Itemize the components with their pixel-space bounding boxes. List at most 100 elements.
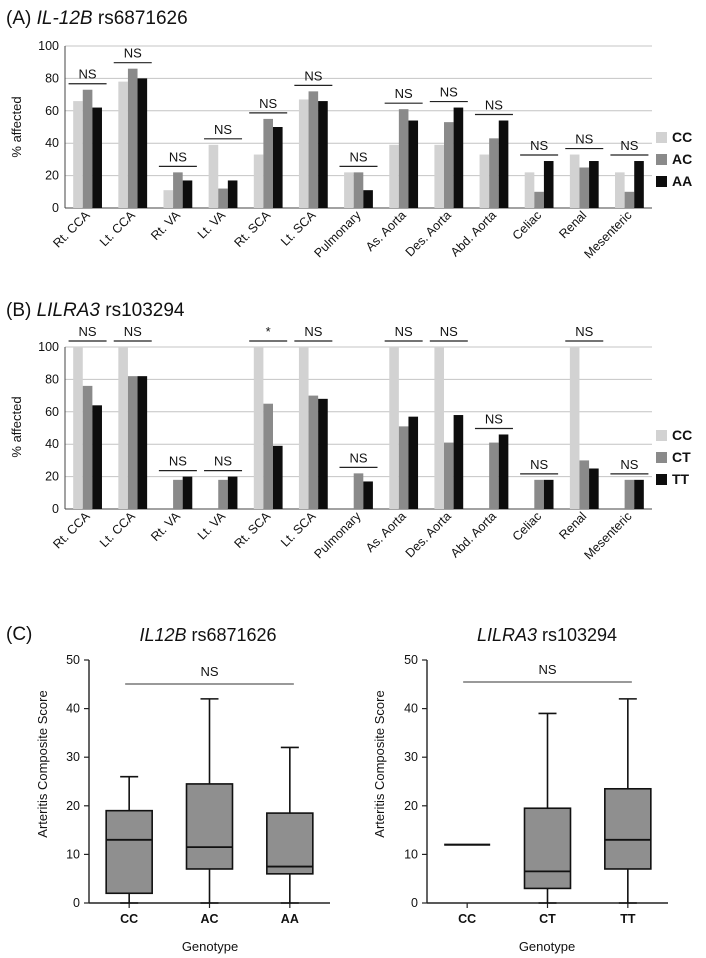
x-tick-label: CT bbox=[539, 912, 556, 926]
legend-swatch-cc bbox=[656, 430, 667, 441]
bar-celiac-ac bbox=[534, 191, 544, 208]
legend-label: CC bbox=[672, 427, 692, 443]
category-label: Des. Aorta bbox=[403, 208, 454, 259]
category-label: Lt. SCA bbox=[278, 208, 319, 249]
category-label: Des. Aorta bbox=[403, 509, 454, 560]
significance-label: NS bbox=[214, 454, 232, 469]
significance-label: NS bbox=[304, 324, 322, 339]
bar-lt-va-tt bbox=[227, 476, 238, 509]
category-label: Celiac bbox=[510, 509, 544, 543]
bar-rt-cca-cc bbox=[73, 347, 83, 509]
bar-rt-va-tt bbox=[182, 476, 193, 509]
bar-pulmonary-ct bbox=[353, 473, 364, 509]
bar-mesenteric-cc bbox=[615, 172, 625, 208]
significance-label: NS bbox=[169, 454, 187, 469]
bar-rt-va-ct bbox=[173, 479, 183, 509]
significance-label: NS bbox=[124, 46, 142, 61]
bar-as-aorta-aa bbox=[408, 120, 419, 208]
bar-abd-aorta-tt bbox=[498, 434, 509, 509]
y-tick-label: 30 bbox=[66, 750, 80, 764]
panel-c-right-title: LILRA3 rs103294 bbox=[477, 625, 617, 645]
category-label: Lt. CCA bbox=[97, 509, 138, 550]
legend-label: CC bbox=[672, 129, 692, 145]
category-label: Abd. Aorta bbox=[448, 208, 499, 259]
bar-pulmonary-ac bbox=[353, 172, 364, 208]
significance-label: NS bbox=[349, 450, 367, 465]
bar-des-aorta-ct bbox=[444, 442, 454, 509]
bar-renal-ct bbox=[579, 460, 590, 509]
category-label: Rt. SCA bbox=[231, 509, 273, 551]
category-label: As. Aorta bbox=[363, 509, 409, 555]
panel-b-title: (B) LILRA3 rs103294 bbox=[6, 300, 185, 321]
y-tick-label: 50 bbox=[404, 653, 418, 667]
x-tick-label: CC bbox=[458, 912, 476, 926]
bar-renal-cc bbox=[569, 347, 580, 509]
y-tick-label: 20 bbox=[45, 470, 59, 484]
y-tick-label: 40 bbox=[66, 702, 80, 716]
y-tick-label: 10 bbox=[404, 847, 418, 861]
bar-celiac-cc bbox=[524, 172, 535, 208]
bar-lt-cca-cc bbox=[118, 81, 128, 208]
bar-des-aorta-ac bbox=[444, 122, 454, 208]
category-label: Mesenteric bbox=[581, 208, 634, 261]
significance-label: NS bbox=[304, 68, 322, 83]
bar-renal-cc bbox=[569, 154, 580, 208]
legend-swatch-cc bbox=[656, 132, 667, 143]
bar-lt-cca-ac bbox=[127, 68, 138, 209]
y-tick-label: 80 bbox=[45, 71, 59, 85]
bar-mesenteric-tt bbox=[634, 479, 644, 509]
bar-lt-cca-ct bbox=[127, 376, 138, 509]
box-ac bbox=[185, 783, 234, 870]
bar-abd-aorta-aa bbox=[498, 120, 509, 208]
bar-lt-va-ac bbox=[218, 188, 228, 208]
bar-lt-sca-tt bbox=[318, 398, 328, 509]
bar-mesenteric-ac bbox=[624, 191, 635, 208]
bar-des-aorta-tt bbox=[453, 415, 464, 509]
category-label: As. Aorta bbox=[363, 208, 409, 254]
significance-label: NS bbox=[169, 149, 187, 164]
y-tick-label: 100 bbox=[38, 39, 59, 53]
bar-lt-cca-tt bbox=[137, 376, 148, 509]
bar-lt-sca-cc bbox=[298, 347, 309, 509]
bar-rt-cca-ac bbox=[82, 89, 93, 208]
y-tick-label: 40 bbox=[45, 136, 59, 150]
y-tick-label: 80 bbox=[45, 372, 59, 386]
bar-renal-ac bbox=[579, 167, 590, 208]
category-label: Pulmonary bbox=[311, 509, 364, 562]
legend-swatch-ac bbox=[656, 154, 667, 165]
significance-label: NS bbox=[200, 664, 218, 679]
category-label: Abd. Aorta bbox=[448, 509, 499, 560]
x-tick-label: TT bbox=[620, 912, 636, 926]
significance-label: NS bbox=[530, 457, 548, 472]
bar-rt-sca-cc bbox=[253, 154, 264, 208]
significance-label: NS bbox=[485, 411, 503, 426]
bar-as-aorta-ct bbox=[398, 426, 409, 509]
category-label: Lt. SCA bbox=[278, 509, 319, 550]
bar-rt-va-cc bbox=[163, 190, 174, 208]
y-tick-label: 60 bbox=[45, 104, 59, 118]
category-label: Lt. VA bbox=[195, 509, 229, 543]
bar-renal-aa bbox=[589, 161, 599, 208]
y-tick-label: 10 bbox=[66, 847, 80, 861]
bar-rt-sca-ct bbox=[263, 403, 273, 509]
bar-abd-aorta-ct bbox=[489, 442, 499, 509]
box-cc bbox=[105, 809, 153, 895]
category-label: Renal bbox=[556, 208, 589, 241]
y-tick-label: 0 bbox=[411, 896, 418, 910]
significance-label: NS bbox=[620, 138, 638, 153]
significance-label: * bbox=[266, 324, 271, 339]
bar-pulmonary-tt bbox=[363, 481, 373, 509]
panel-c-left-xlabel: Genotype bbox=[182, 939, 238, 954]
legend-label: AA bbox=[672, 173, 692, 189]
significance-label: NS bbox=[124, 324, 142, 339]
y-tick-label: 20 bbox=[66, 799, 80, 813]
y-tick-label: 20 bbox=[404, 799, 418, 813]
y-tick-label: 20 bbox=[45, 169, 59, 183]
legend-label: TT bbox=[672, 471, 690, 487]
panel-a-title: (A) IL-12B rs6871626 bbox=[6, 8, 188, 29]
panel-c-label: (C) bbox=[6, 624, 32, 645]
significance-label: NS bbox=[538, 662, 556, 677]
bar-rt-cca-aa bbox=[92, 107, 102, 208]
category-label: Rt. SCA bbox=[231, 208, 273, 250]
